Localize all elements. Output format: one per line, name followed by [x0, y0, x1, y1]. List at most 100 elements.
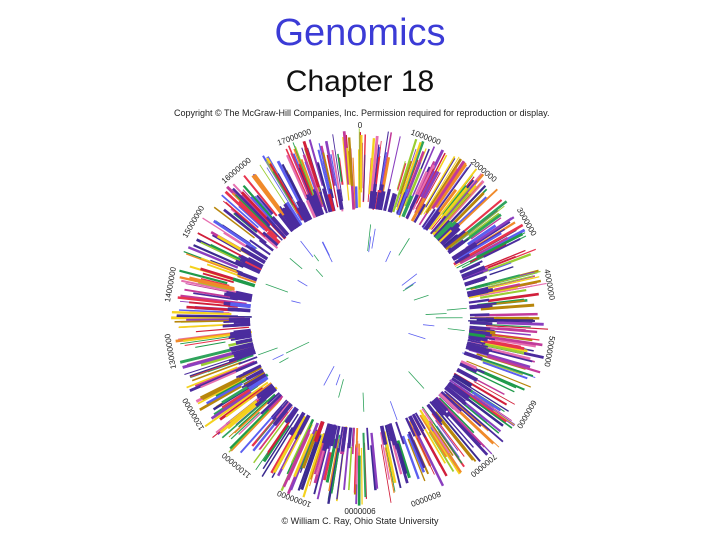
- gene-stripe: [301, 430, 319, 469]
- gene-stripe: [395, 443, 408, 474]
- gene-stripe: [476, 318, 534, 322]
- gene-stripe: [384, 442, 396, 492]
- inner-ring-block: [459, 362, 478, 374]
- gene-stripe: [222, 200, 266, 238]
- center-line: [265, 283, 289, 293]
- gene-stripe: [253, 414, 290, 464]
- gene-stripe: [223, 208, 267, 245]
- inner-ring-block: [311, 195, 323, 216]
- gene-stripe: [193, 244, 244, 268]
- gene-stripe: [373, 144, 380, 190]
- inner-ring-block: [284, 406, 298, 424]
- inner-ring-block: [461, 266, 484, 279]
- gene-stripe: [473, 381, 515, 405]
- gene-stripe: [496, 321, 544, 326]
- inner-ring-block: [270, 399, 288, 418]
- gene-stripe: [478, 357, 534, 377]
- gene-stripe: [431, 413, 465, 457]
- center-line: [413, 294, 429, 301]
- gene-stripe: [233, 399, 281, 449]
- inner-ring-block: [447, 239, 466, 255]
- gene-stripe: [202, 272, 234, 284]
- gene-stripe: [431, 160, 466, 210]
- gene-stripe: [189, 301, 238, 308]
- center-line: [279, 357, 289, 364]
- inner-ring-block: [237, 272, 258, 282]
- inner-ring-block: [469, 321, 493, 326]
- coordinate-label: 11000000: [220, 450, 253, 480]
- inner-ring-block: [287, 408, 299, 423]
- gene-stripe: [480, 253, 532, 274]
- gene-stripe: [187, 246, 239, 269]
- inner-ring-block: [378, 190, 386, 211]
- gene-stripe: [428, 431, 455, 473]
- gene-stripe: [206, 263, 241, 277]
- gene-stripe: [181, 279, 245, 295]
- inner-ring-block: [412, 413, 425, 433]
- inner-ring-block: [421, 408, 434, 425]
- coordinate-label: 7000000: [468, 452, 498, 479]
- inner-ring-block: [233, 320, 251, 325]
- inner-ring-block: [371, 191, 378, 210]
- center-line: [408, 371, 425, 389]
- gene-stripe: [224, 190, 269, 233]
- gene-stripe: [221, 398, 267, 439]
- gene-stripe: [425, 158, 456, 208]
- gene-stripe: [423, 156, 460, 215]
- gene-stripe: [480, 303, 535, 311]
- gene-stripe: [446, 411, 489, 456]
- center-line: [447, 328, 465, 332]
- gene-stripe: [471, 391, 502, 412]
- gene-stripe: [449, 379, 495, 412]
- inner-ring-block: [246, 374, 267, 388]
- inner-ring-block: [282, 214, 296, 231]
- inner-ring-block: [466, 343, 491, 353]
- center-line: [321, 241, 333, 263]
- gene-stripe: [435, 183, 454, 208]
- gene-stripe: [415, 168, 435, 204]
- gene-stripe: [489, 337, 537, 348]
- gene-stripe: [302, 140, 320, 188]
- gene-stripe: [406, 159, 419, 192]
- inner-ring-block: [321, 423, 331, 444]
- gene-stripe: [470, 217, 502, 240]
- gene-stripe: [230, 411, 260, 440]
- inner-ring-block: [333, 425, 341, 449]
- inner-ring-block: [432, 398, 450, 418]
- inner-ring-block: [451, 247, 471, 261]
- coordinate-label: 13000000: [163, 333, 178, 370]
- gene-stripe: [261, 426, 294, 477]
- inner-ring-block: [325, 424, 335, 449]
- inner-ring-block: [258, 239, 274, 252]
- inner-ring-block: [277, 212, 294, 233]
- gene-stripe: [254, 195, 272, 216]
- gene-stripe: [178, 309, 224, 313]
- inner-ring-block: [468, 298, 490, 304]
- inner-ring-block: [249, 246, 269, 261]
- inner-ring-block: [229, 295, 252, 303]
- inner-ring-block: [308, 195, 321, 217]
- inner-ring-block: [289, 411, 306, 436]
- gene-stripe: [479, 282, 547, 297]
- coordinate-label: 5000000: [542, 335, 556, 368]
- gene-stripe: [234, 194, 272, 231]
- inner-ring-block: [238, 356, 258, 365]
- inner-ring-block: [230, 329, 252, 337]
- gene-stripe: [436, 396, 486, 448]
- gene-stripe: [234, 401, 269, 434]
- gene-stripe: [318, 143, 333, 197]
- gene-stripe: [186, 366, 238, 389]
- inner-ring-block: [340, 426, 348, 452]
- gene-stripe: [195, 341, 226, 348]
- center-line: [289, 257, 303, 270]
- gene-stripe: [438, 415, 477, 462]
- gene-stripe: [435, 419, 459, 451]
- inner-ring-block: [266, 230, 281, 245]
- coordinate-label: 0: [358, 121, 363, 130]
- inner-ring-block: [453, 373, 473, 388]
- circular-genome-map: 0100000020000003000000400000050000006000…: [163, 121, 557, 515]
- gene-stripe: [179, 276, 235, 291]
- gene-stripe: [370, 445, 377, 491]
- gene-stripe: [460, 398, 502, 433]
